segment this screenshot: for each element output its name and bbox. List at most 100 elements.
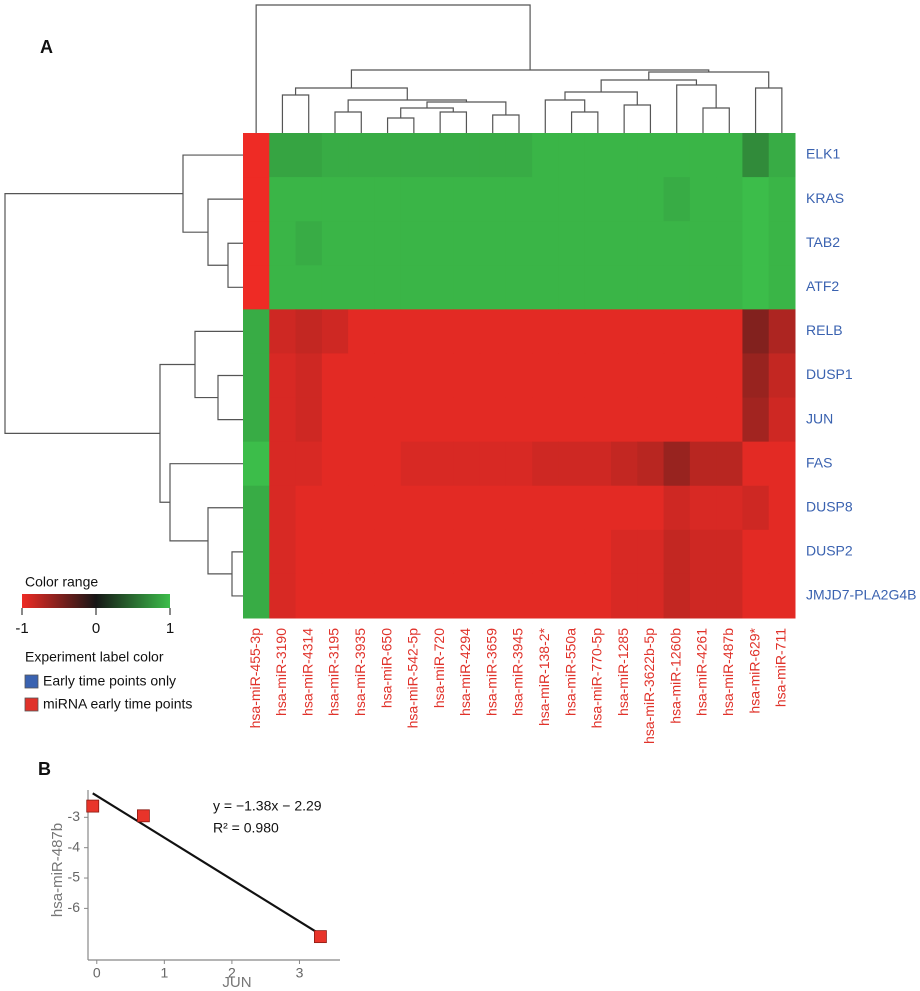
heatmap-cell xyxy=(584,221,612,266)
heatmap-cell xyxy=(742,529,770,575)
heatmap-cell xyxy=(768,441,796,487)
heatmap-cell xyxy=(348,441,375,487)
heatmap-cell xyxy=(505,485,533,531)
heatmap-cell xyxy=(427,265,454,310)
heatmap-cell xyxy=(400,485,428,531)
heatmap-cell xyxy=(505,309,533,354)
heatmap-cell xyxy=(716,529,743,575)
heatmap-cell xyxy=(269,133,297,178)
heatmap-cell xyxy=(637,573,665,619)
heatmap-cell xyxy=(689,133,717,178)
heatmap-cell xyxy=(374,265,402,310)
column-label: hsa-miR-487b xyxy=(720,628,736,716)
heatmap-cell xyxy=(400,177,428,222)
heatmap-cell xyxy=(348,573,375,619)
heatmap-cell xyxy=(400,397,428,443)
y-tick-label: -3 xyxy=(68,808,81,824)
row-label: JMJD7-PLA2G4B xyxy=(806,587,916,603)
dendrogram-branch xyxy=(439,111,468,133)
heatmap-cell xyxy=(505,265,533,310)
heatmap-cell xyxy=(532,177,559,222)
heatmap-cell xyxy=(637,221,665,266)
heatmap-cell xyxy=(663,441,691,487)
heatmap-cell xyxy=(742,397,770,443)
heatmap-cell xyxy=(348,221,375,266)
legend-label: Early time points only xyxy=(43,673,176,689)
heatmap-cell xyxy=(374,529,402,575)
heatmap-cell xyxy=(663,397,691,443)
heatmap-cell xyxy=(348,309,375,354)
heatmap-cell xyxy=(716,309,743,354)
heatmap-cell xyxy=(374,177,402,222)
heatmap-cell xyxy=(479,265,507,310)
heatmap-cell xyxy=(689,529,717,575)
heatmap-cell xyxy=(768,485,796,531)
heatmap-cell xyxy=(374,309,402,354)
heatmap-cell xyxy=(269,177,297,222)
column-label: hsa-miR-4314 xyxy=(299,628,315,716)
heatmap-cell xyxy=(558,265,586,310)
y-tick-label: -6 xyxy=(68,899,81,915)
heatmap-cell xyxy=(374,441,402,487)
row-label: ELK1 xyxy=(806,146,840,162)
x-tick-label: 1 xyxy=(160,965,168,981)
dendrogram-branch xyxy=(350,69,710,88)
heatmap-cell xyxy=(479,485,507,531)
heatmap-cell xyxy=(558,133,586,178)
heatmap-cell xyxy=(427,397,454,443)
row-label: RELB xyxy=(806,322,843,338)
colorbar xyxy=(22,594,170,608)
heatmap-cell xyxy=(768,265,796,310)
dendrogram-branch xyxy=(207,198,243,266)
heatmap-cell xyxy=(505,529,533,575)
heatmap-cell xyxy=(243,309,270,354)
heatmap-cell xyxy=(558,529,586,575)
heatmap-cell xyxy=(479,529,507,575)
heatmap-cell xyxy=(400,133,428,178)
heatmap-cell xyxy=(611,133,638,178)
heatmap-cell xyxy=(269,309,297,354)
heatmap-cell xyxy=(479,441,507,487)
heatmap-cell xyxy=(611,353,638,399)
dendrogram-branch xyxy=(754,87,783,133)
heatmap-cell xyxy=(689,353,717,399)
heatmap-cell xyxy=(479,221,507,266)
heatmap-cell xyxy=(637,265,665,310)
column-label: hsa-miR-455-3p xyxy=(247,628,263,729)
row-label: DUSP1 xyxy=(806,366,853,382)
heatmap-cell xyxy=(427,221,454,266)
heatmap-cell xyxy=(427,133,454,178)
column-label: hsa-miR-3622b-5p xyxy=(641,628,657,744)
colorbar-tick-label: 1 xyxy=(166,620,174,637)
heatmap-cell xyxy=(742,221,770,266)
y-axis-label: hsa-miR-487b xyxy=(49,823,66,917)
heatmap-cell xyxy=(637,397,665,443)
heatmap-cell xyxy=(716,177,743,222)
heatmap-cell xyxy=(453,177,481,222)
heatmap-cell xyxy=(400,441,428,487)
heatmap-cell xyxy=(716,397,743,443)
heatmap-cell xyxy=(742,177,770,222)
heatmap-cell xyxy=(663,221,691,266)
heatmap-cell xyxy=(768,309,796,354)
heatmap-cell xyxy=(295,529,323,575)
heatmap-cell xyxy=(348,133,375,178)
heatmap-cell xyxy=(689,397,717,443)
heatmap-cell xyxy=(584,485,612,531)
heatmap-cell xyxy=(716,441,743,487)
heatmap-cell xyxy=(243,529,270,575)
heatmap-cell xyxy=(269,485,297,531)
heatmap-cell xyxy=(400,353,428,399)
heatmap-cell xyxy=(321,309,349,354)
heatmap-cell xyxy=(663,133,691,178)
dendrogram-branch xyxy=(255,4,531,133)
heatmap-cell xyxy=(269,221,297,266)
heatmap-cell xyxy=(532,529,559,575)
heatmap-cell xyxy=(532,397,559,443)
heatmap-cell xyxy=(374,353,402,399)
heatmap-cell xyxy=(374,133,402,178)
heatmap-cell xyxy=(453,529,481,575)
heatmap-cell xyxy=(716,485,743,531)
heatmap-cell xyxy=(295,353,323,399)
